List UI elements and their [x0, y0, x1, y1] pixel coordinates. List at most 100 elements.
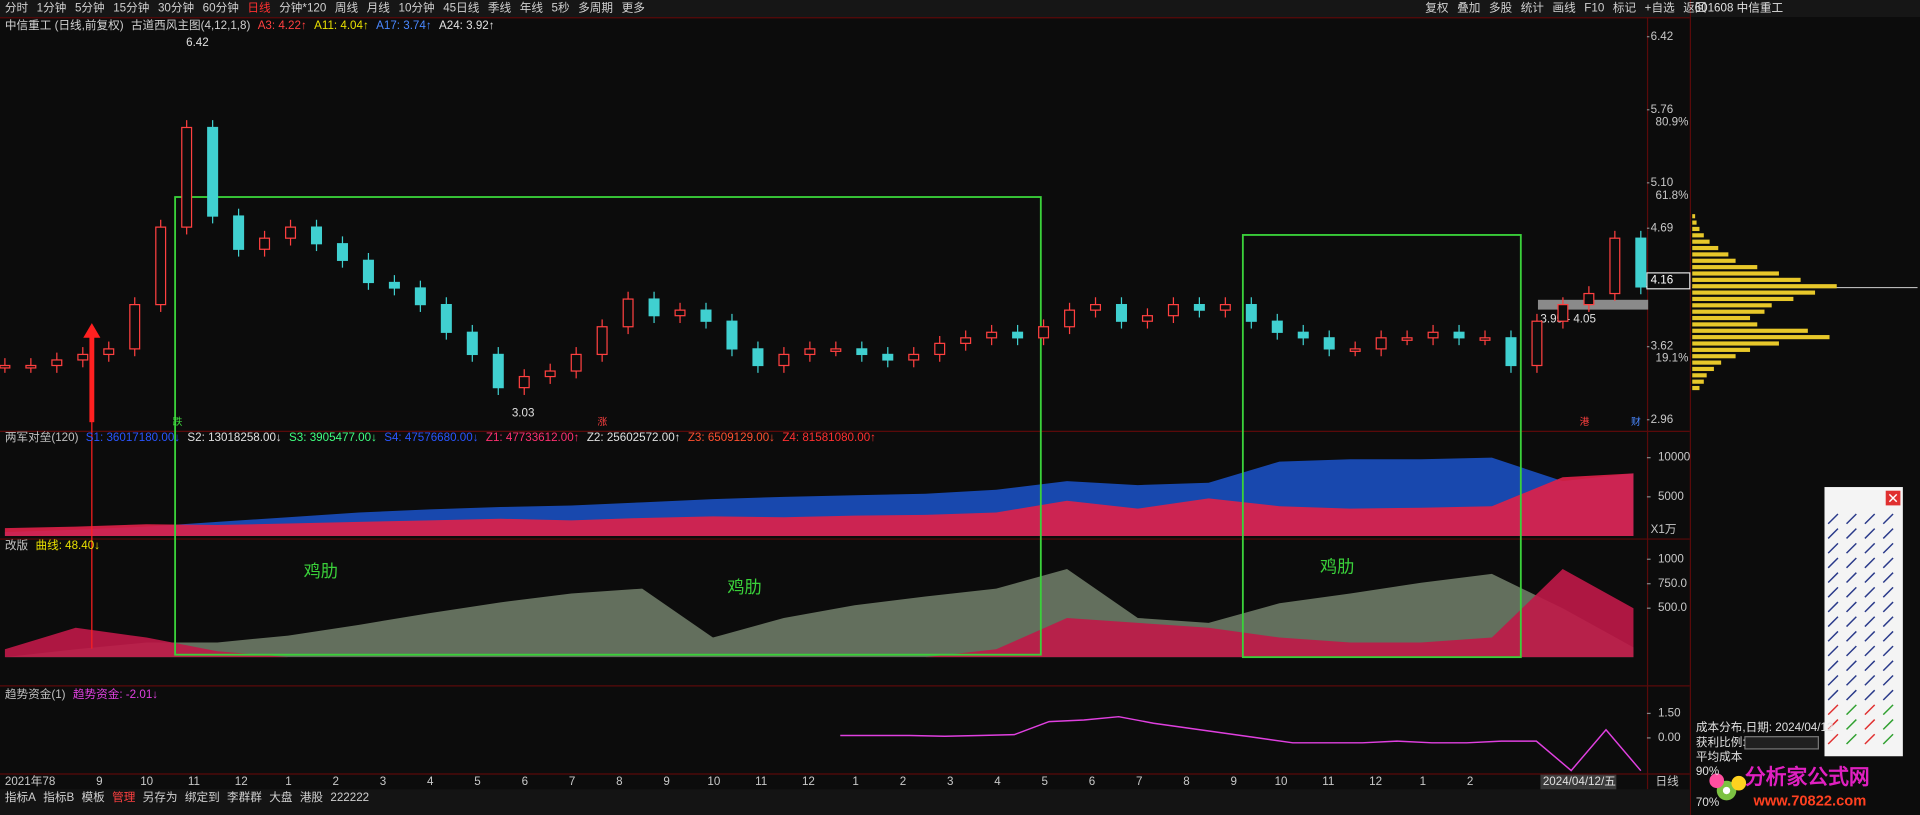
tool-icon[interactable] — [1882, 660, 1894, 672]
tool-icon[interactable] — [1846, 630, 1857, 642]
tool-icon[interactable] — [1882, 528, 1894, 539]
tool-icon[interactable] — [1864, 630, 1876, 642]
tool-icon[interactable] — [1882, 557, 1894, 569]
tool-icon[interactable] — [1846, 704, 1857, 716]
drawing-toolbar[interactable] — [1824, 487, 1903, 757]
bottom-tab[interactable]: 港股 — [300, 791, 324, 804]
tool-button[interactable]: 画线 — [1552, 1, 1576, 15]
tool-icon[interactable] — [1846, 616, 1857, 628]
period-tab[interactable]: 多周期 — [578, 1, 613, 15]
tool-icon[interactable] — [1846, 674, 1857, 686]
tool-icon[interactable] — [1864, 542, 1876, 554]
tool-icon[interactable] — [1827, 645, 1839, 657]
tool-icon[interactable] — [1846, 572, 1857, 584]
bottom-tab[interactable]: 222222 — [330, 791, 369, 804]
tool-icon[interactable] — [1827, 719, 1839, 730]
period-tab[interactable]: 5秒 — [552, 1, 570, 15]
tool-button[interactable]: 叠加 — [1457, 2, 1480, 15]
tool-icon[interactable] — [1882, 616, 1894, 628]
tool-icon[interactable] — [1882, 513, 1894, 525]
period-tab[interactable]: 周线 — [335, 1, 359, 15]
tool-button[interactable]: 统计 — [1521, 2, 1545, 15]
tool-button[interactable]: 返回 — [1683, 2, 1706, 15]
tool-icon[interactable] — [1864, 733, 1876, 745]
bottom-tab[interactable]: 指标B — [43, 790, 74, 804]
tool-icon[interactable] — [1864, 528, 1876, 539]
tool-icon[interactable] — [1827, 674, 1839, 686]
tool-button[interactable]: 标记 — [1613, 2, 1637, 15]
tool-icon[interactable] — [1882, 572, 1894, 584]
tool-icon[interactable] — [1864, 689, 1876, 701]
tool-icon[interactable] — [1846, 586, 1857, 598]
tool-icon[interactable] — [1864, 572, 1876, 584]
tool-icon[interactable] — [1846, 528, 1857, 539]
tool-icon[interactable] — [1882, 586, 1894, 598]
period-tab[interactable]: 更多 — [622, 1, 645, 15]
period-tab[interactable]: 月线 — [367, 1, 391, 15]
period-tab[interactable]: 5分钟 — [75, 1, 105, 15]
tool-icon[interactable] — [1882, 630, 1894, 642]
tool-icon[interactable] — [1882, 674, 1894, 686]
tool-icon[interactable] — [1827, 704, 1839, 716]
tool-icon[interactable] — [1864, 616, 1876, 628]
tool-button[interactable]: 复权 — [1425, 2, 1449, 15]
tool-icon[interactable] — [1864, 645, 1876, 657]
period-tab[interactable]: 分钟*120 — [279, 1, 326, 15]
period-tab[interactable]: 季线 — [488, 1, 512, 15]
tool-icon[interactable] — [1827, 586, 1839, 598]
period-tab[interactable]: 1分钟 — [37, 1, 67, 15]
tool-icon[interactable] — [1864, 586, 1876, 598]
tool-icon[interactable] — [1846, 601, 1857, 613]
tool-icon[interactable] — [1846, 542, 1857, 554]
tool-icon[interactable] — [1827, 557, 1839, 569]
tool-icon[interactable] — [1846, 719, 1857, 730]
tool-icon[interactable] — [1846, 645, 1857, 657]
tool-icon[interactable] — [1827, 513, 1839, 525]
bottom-tab[interactable]: 模板 — [82, 790, 106, 804]
tool-icon[interactable] — [1846, 689, 1857, 701]
tool-icon[interactable] — [1864, 557, 1876, 569]
bottom-tab[interactable]: 管理 — [112, 790, 136, 804]
tool-button[interactable]: 多股 — [1489, 1, 1513, 15]
tool-icon[interactable] — [1827, 528, 1839, 539]
tool-icon[interactable] — [1882, 645, 1894, 657]
bottom-tab[interactable]: 绑定到 — [185, 790, 220, 804]
bottom-tab[interactable]: 大盘 — [269, 790, 293, 804]
tool-button[interactable]: +自选 — [1645, 2, 1675, 15]
tool-icon[interactable] — [1827, 616, 1839, 628]
period-tab[interactable]: 分时 — [5, 2, 29, 15]
tool-icon[interactable] — [1882, 601, 1894, 613]
tool-button[interactable]: F10 — [1584, 2, 1604, 15]
period-tab[interactable]: 60分钟 — [203, 1, 239, 15]
tool-icon[interactable] — [1864, 704, 1876, 716]
tool-icon[interactable] — [1882, 542, 1894, 554]
tool-icon[interactable] — [1827, 572, 1839, 584]
tool-icon[interactable] — [1827, 660, 1839, 672]
tool-icon[interactable] — [1846, 660, 1857, 672]
tool-icon[interactable] — [1827, 630, 1839, 642]
tool-icon[interactable] — [1827, 733, 1839, 745]
tool-icon[interactable] — [1882, 719, 1894, 730]
tool-icon[interactable] — [1846, 733, 1857, 745]
tool-icon[interactable] — [1827, 689, 1839, 701]
tool-icon[interactable] — [1846, 513, 1857, 525]
bottom-tab[interactable]: 李群群 — [227, 790, 262, 804]
tool-icon[interactable] — [1864, 674, 1876, 686]
tool-icon[interactable] — [1864, 513, 1876, 525]
tool-icon[interactable] — [1827, 601, 1839, 613]
bottom-tab[interactable]: 指标A — [5, 790, 36, 804]
tool-icon[interactable] — [1864, 660, 1876, 672]
tool-icon[interactable] — [1827, 542, 1839, 554]
tool-icon[interactable] — [1882, 733, 1894, 745]
period-tab[interactable]: 30分钟 — [158, 1, 194, 15]
period-tab[interactable]: 10分钟 — [398, 1, 434, 15]
tool-icon[interactable] — [1864, 719, 1876, 730]
period-tab[interactable]: 年线 — [520, 1, 544, 15]
period-tab[interactable]: 45日线 — [443, 1, 480, 15]
tool-icon[interactable] — [1864, 601, 1876, 613]
period-tab[interactable]: 日线 — [247, 1, 271, 15]
tool-icon[interactable] — [1882, 704, 1894, 716]
tool-icon[interactable] — [1882, 689, 1894, 701]
bottom-tab[interactable]: 另存为 — [143, 790, 178, 804]
period-tab[interactable]: 15分钟 — [113, 1, 149, 15]
